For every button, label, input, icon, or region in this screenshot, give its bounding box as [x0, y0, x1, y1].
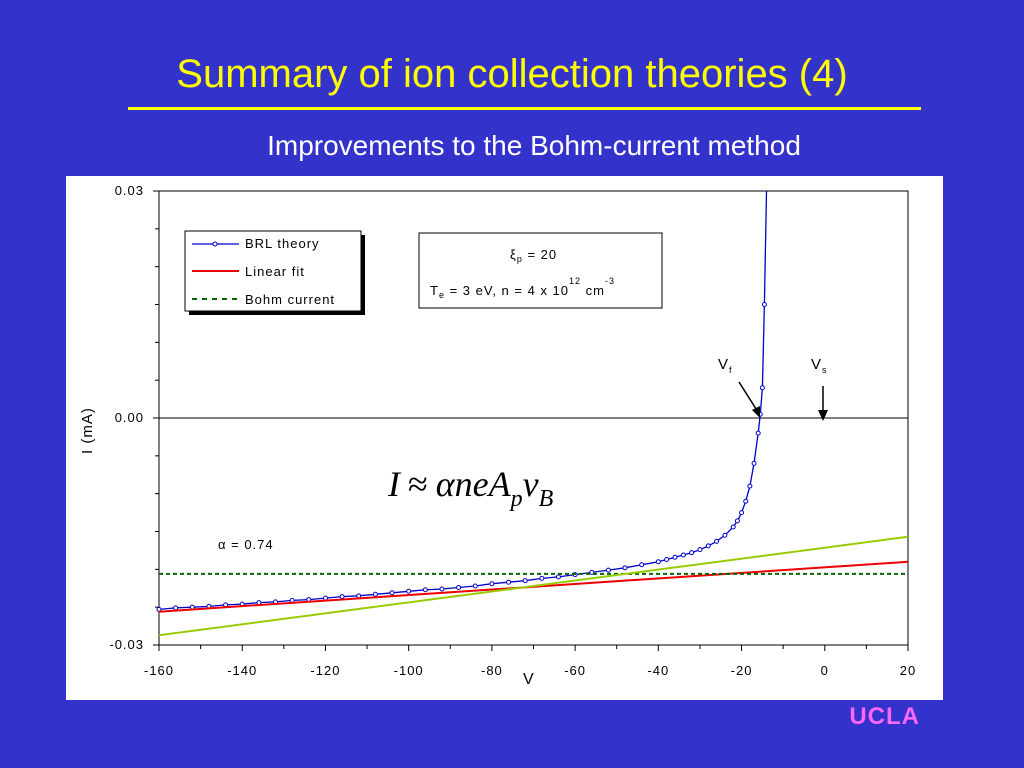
y-tick-label: -0.03 — [109, 637, 144, 652]
legend: BRL theory Linear fit Bohm current — [184, 230, 365, 315]
brl-data-point — [664, 556, 670, 562]
brl-data-point — [747, 483, 753, 489]
iv-characteristic-chart: -160 -140 -120 -100 -80 -60 -40 -20 0 20 0.03 0.00 -… — [79, 183, 916, 688]
brl-data-point — [472, 583, 478, 589]
brl-data-point — [743, 498, 749, 504]
brl-data-point — [639, 562, 645, 568]
brl-data-point — [456, 584, 462, 590]
brl-data-point — [539, 575, 545, 581]
vs-label: Vs — [811, 356, 828, 375]
slide-subtitle: Improvements to the Bohm-current method — [267, 130, 801, 161]
x-tick-label: -20 — [731, 663, 753, 678]
brl-data-point — [722, 532, 728, 538]
brl-data-point — [339, 594, 345, 600]
brl-data-point — [730, 524, 736, 530]
brl-data-point — [622, 565, 628, 571]
x-tick-label: -80 — [481, 663, 503, 678]
brl-data-point — [422, 587, 428, 593]
brl-data-point — [705, 543, 711, 549]
parameter-box-frame — [418, 232, 663, 309]
brl-data-point — [489, 581, 495, 587]
brl-data-point — [372, 591, 378, 597]
x-tick-label: -140 — [227, 663, 257, 678]
brl-data-point — [555, 574, 561, 580]
plasma-params-label: Te = 3 eV, n = 4 x 1012 cm-3 — [430, 276, 615, 300]
brl-data-point — [714, 538, 720, 544]
brl-data-point — [173, 605, 179, 611]
brl-data-point — [506, 579, 512, 585]
axes: -160 -140 -120 -100 -80 -60 -40 -20 0 20 0.03 0.00 -… — [109, 183, 916, 678]
brl-data-point — [406, 588, 412, 594]
alpha-label: α = 0.74 — [218, 537, 274, 552]
x-tick-label: -40 — [647, 663, 669, 678]
vf-arrow-head — [752, 406, 760, 418]
bohm-formula: I ≈ αneApvB — [387, 464, 554, 512]
parameter-box: ξp = 20 Te = 3 eV, n = 4 x 1012 cm-3 — [418, 232, 663, 309]
legend-brl-marker — [212, 241, 218, 247]
y-tick-label: 0.00 — [115, 410, 144, 425]
brl-data-point — [439, 586, 445, 592]
vf-arrow — [738, 381, 759, 413]
brl-data-point — [761, 302, 767, 307]
brl-data-point — [605, 567, 611, 573]
brl-data-point — [589, 569, 595, 575]
brl-data-point — [689, 550, 695, 556]
y-tick-label: 0.03 — [115, 183, 144, 198]
title-underline — [128, 107, 921, 110]
ucla-logo: UCLA — [849, 703, 920, 730]
brl-data-point — [734, 518, 740, 524]
x-tick-label: -100 — [394, 663, 424, 678]
brl-data-point — [389, 590, 395, 596]
brl-data-point — [655, 559, 661, 565]
x-axis-title: V — [523, 671, 535, 688]
xi-p-label: ξp = 20 — [510, 247, 557, 264]
series-layer — [156, 190, 909, 637]
legend-brl-label: BRL theory — [245, 236, 320, 251]
x-tick-label: -160 — [144, 663, 174, 678]
brl-data-point — [739, 510, 745, 516]
legend-bohm-label: Bohm current — [245, 292, 335, 307]
x-tick-label: -120 — [310, 663, 340, 678]
brl-data-point — [672, 554, 678, 560]
slide-title: Summary of ion collection theories (4) — [176, 52, 848, 96]
brl-data-point — [322, 595, 328, 601]
brl-data-point — [522, 578, 528, 584]
x-tick-label: -60 — [564, 663, 586, 678]
brl-data-point — [751, 460, 757, 466]
bohm-fit-line — [158, 535, 909, 637]
y-axis-title: I (mA) — [79, 407, 96, 454]
x-tick-label: 0 — [821, 663, 829, 678]
legend-linear-label: Linear fit — [245, 264, 305, 279]
vs-arrow-head — [818, 410, 828, 421]
vf-label: Vf — [718, 356, 733, 375]
brl-data-point — [759, 385, 765, 391]
plot-panel: -160 -140 -120 -100 -80 -60 -40 -20 0 20 0.03 0.00 -… — [66, 176, 943, 700]
brl-data-point — [356, 593, 362, 599]
brl-data-point — [755, 430, 761, 436]
brl-data-point — [697, 547, 703, 553]
x-tick-label: 20 — [900, 663, 916, 678]
brl-data-point — [680, 552, 686, 558]
